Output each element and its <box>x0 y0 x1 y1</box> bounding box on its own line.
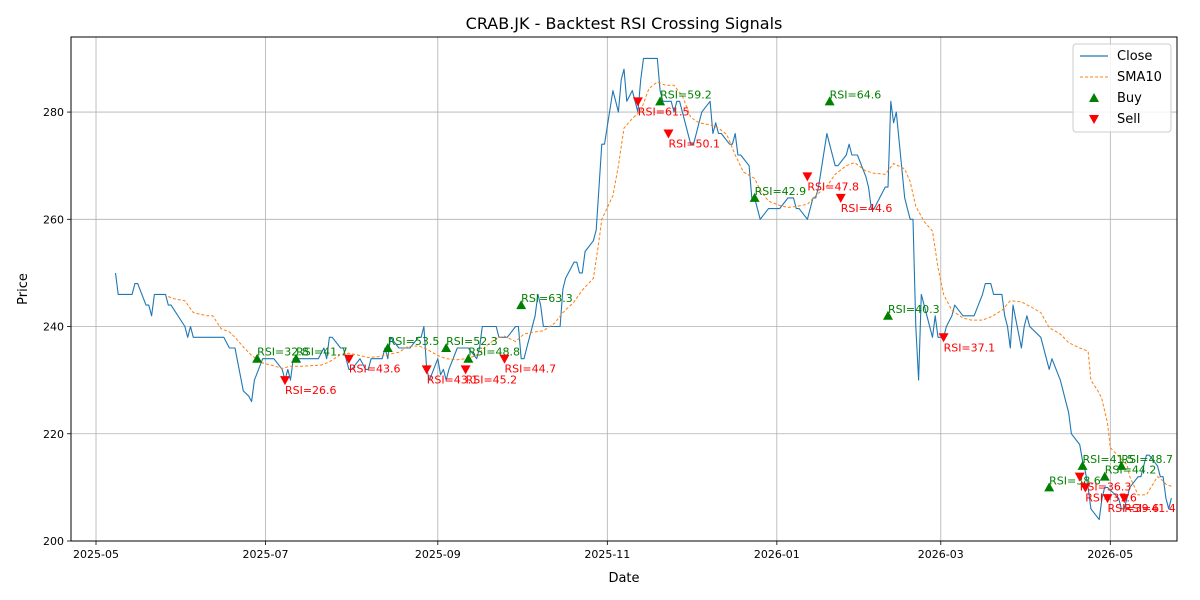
x-tick-label: 2026-01 <box>754 548 800 561</box>
x-tick-label: 2026-03 <box>918 548 964 561</box>
buy-marker <box>749 192 760 202</box>
sell-marker <box>938 333 949 343</box>
sell-marker <box>1074 472 1085 482</box>
x-tick-label: 2025-11 <box>584 548 630 561</box>
sell-rsi-label: RSI=61.5 <box>638 105 690 118</box>
sell-marker <box>279 376 290 386</box>
buy-marker <box>291 353 302 363</box>
buy-rsi-label: RSI=48.8 <box>468 346 520 359</box>
sell-rsi-label: RSI=50.1 <box>668 138 720 151</box>
sell-rsi-label: RSI=44.7 <box>505 363 557 376</box>
buy-marker <box>516 300 527 310</box>
sell-marker <box>460 365 471 375</box>
x-tick-label: 2025-05 <box>73 548 119 561</box>
x-tick-label: 2025-07 <box>243 548 289 561</box>
legend-box <box>1072 43 1172 133</box>
x-tick-label: 2026-05 <box>1087 548 1133 561</box>
sell-marker <box>1119 494 1130 504</box>
sell-rsi-label: RSI=47.8 <box>807 180 859 193</box>
buy-rsi-label: RSI=44.2 <box>1105 464 1157 477</box>
sell-marker <box>663 129 674 139</box>
buy-rsi-label: RSI=40.3 <box>888 303 940 316</box>
buy-rsi-label: RSI=42.9 <box>755 185 807 198</box>
buy-rsi-label: RSI=48.7 <box>1121 453 1173 466</box>
buy-rsi-label: RSI=52.3 <box>446 335 498 348</box>
sell-rsi-label: RSI=41.4 <box>1124 502 1176 515</box>
sell-rsi-label: RSI=39.6 <box>1108 502 1160 515</box>
legend-label: Sell <box>1117 112 1140 127</box>
buy-marker <box>382 342 393 352</box>
sell-marker <box>802 172 813 182</box>
sell-marker <box>632 97 643 107</box>
y-tick-label: 280 <box>43 106 64 119</box>
chart-title: CRAB.JK - Backtest RSI Crossing Signals <box>466 14 783 33</box>
buy-marker <box>655 96 666 106</box>
buy-marker <box>1099 471 1110 481</box>
axes-frame <box>70 36 1178 542</box>
buy-marker <box>824 96 835 106</box>
y-tick-label: 200 <box>43 535 64 548</box>
buy-marker <box>1044 482 1055 492</box>
y-tick-label: 260 <box>43 213 64 226</box>
buy-rsi-label: RSI=63.3 <box>521 292 573 305</box>
y-tick-label: 220 <box>43 428 64 441</box>
buy-marker <box>252 353 263 363</box>
buy-marker <box>463 353 474 363</box>
legend: Close SMA10 Buy Sell <box>1072 43 1172 133</box>
y-tick-label: 240 <box>43 321 64 334</box>
legend-buy-swatch <box>1089 93 1099 102</box>
sell-rsi-label: RSI=43.6 <box>349 363 401 376</box>
x-axis-label: Date <box>608 571 639 586</box>
legend-label: Close <box>1117 49 1152 64</box>
y-axis-label: Price <box>16 273 31 305</box>
buy-marker <box>882 310 893 320</box>
sell-marker <box>1080 483 1091 493</box>
close-series-line <box>114 57 1172 521</box>
buy-marker <box>1077 460 1088 470</box>
legend-label: Buy <box>1117 91 1142 106</box>
sell-rsi-label: RSI=43.1 <box>427 373 479 386</box>
buy-rsi-label: RSI=53.5 <box>388 335 440 348</box>
signal-markers: RSI=32.8RSI=26.6RSI=41.7RSI=43.6RSI=53.5… <box>252 88 1176 515</box>
sell-rsi-label: RSI=45.2 <box>466 373 518 386</box>
buy-rsi-label: RSI=64.6 <box>830 88 882 101</box>
buy-marker <box>441 342 452 352</box>
sell-marker <box>421 365 432 375</box>
sell-marker <box>1102 494 1113 504</box>
sell-rsi-label: RSI=44.6 <box>841 202 893 215</box>
x-tick-label: 2025-09 <box>415 548 461 561</box>
sell-marker <box>343 354 354 364</box>
legend-label: SMA10 <box>1117 70 1162 85</box>
axis-ticks: 2025-05 2025-07 2025-09 2025-11 2026-01 2026-… <box>43 106 1133 561</box>
plot-lines <box>114 57 1172 521</box>
buy-rsi-label: RSI=41.7 <box>296 346 348 359</box>
sell-marker <box>835 193 846 203</box>
sell-rsi-label: RSI=37.1 <box>944 341 996 354</box>
buy-marker <box>1116 460 1127 470</box>
buy-rsi-label: RSI=59.2 <box>660 88 712 101</box>
sell-rsi-label: RSI=36.3 <box>1080 481 1132 494</box>
sell-marker <box>499 354 510 364</box>
legend-sell-swatch <box>1089 115 1099 124</box>
sell-rsi-label: RSI=26.6 <box>285 384 337 397</box>
